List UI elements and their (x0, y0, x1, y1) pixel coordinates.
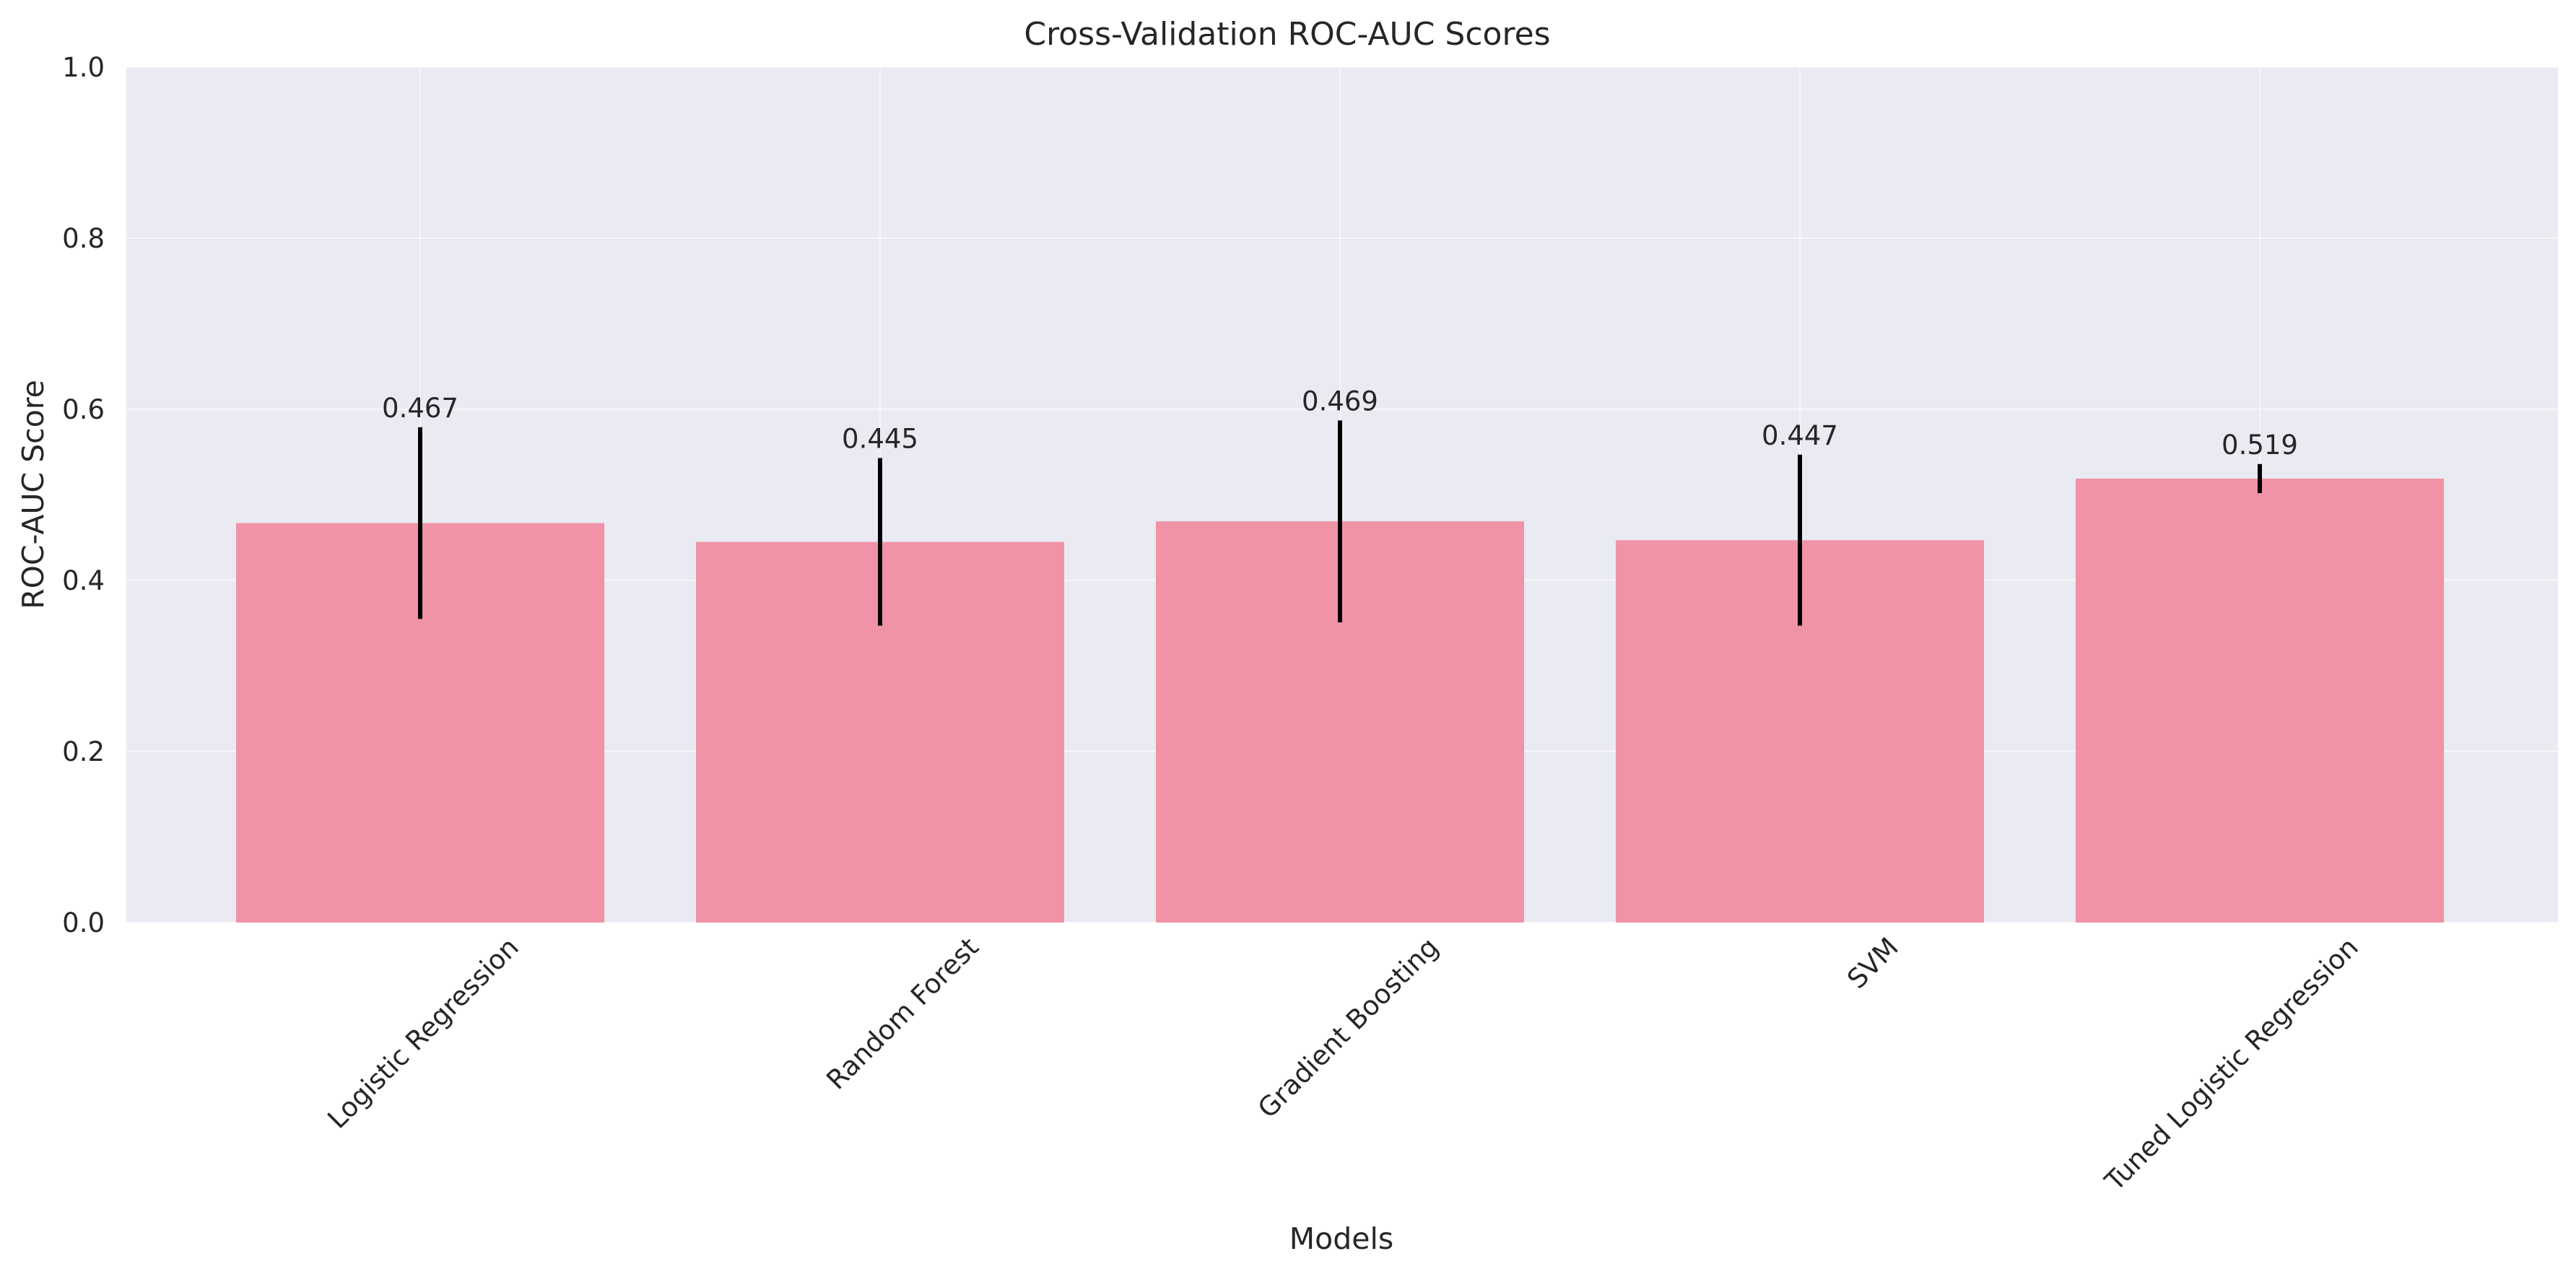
value-label: 0.469 (1302, 385, 1378, 417)
x-axis-ticks: Logistic Regression Random Forest Gradient… (321, 931, 2364, 1197)
x-tick-label: SVM (1841, 931, 1904, 994)
y-tick-label: 0.8 (62, 223, 105, 254)
x-tick-label: Tuned Logistic Regression (2099, 931, 2364, 1197)
value-label: 0.447 (1762, 420, 1838, 451)
error-bars (418, 420, 2262, 626)
y-axis-ticks: 0.0 0.2 0.4 0.6 0.8 1.0 (62, 52, 105, 938)
y-axis-label: ROC-AUC Score (16, 380, 51, 609)
value-label: 0.445 (842, 424, 918, 455)
y-tick-label: 0.4 (62, 565, 105, 596)
value-label: 0.467 (382, 393, 458, 424)
x-tick-label: Logistic Regression (321, 931, 524, 1134)
x-tick-label: Random Forest (821, 931, 985, 1095)
y-tick-label: 1.0 (62, 52, 105, 83)
bar (2076, 478, 2444, 923)
x-axis-label: Models (1289, 1221, 1393, 1256)
y-tick-label: 0.0 (62, 907, 105, 938)
y-tick-label: 0.6 (62, 394, 105, 425)
chart-title: Cross-Validation ROC-AUC Scores (1024, 16, 1550, 53)
value-label: 0.519 (2222, 430, 2298, 461)
x-tick-label: Gradient Boosting (1252, 931, 1445, 1124)
value-labels: 0.467 0.445 0.469 0.447 0.519 (382, 385, 2298, 460)
y-tick-label: 0.2 (62, 736, 105, 767)
